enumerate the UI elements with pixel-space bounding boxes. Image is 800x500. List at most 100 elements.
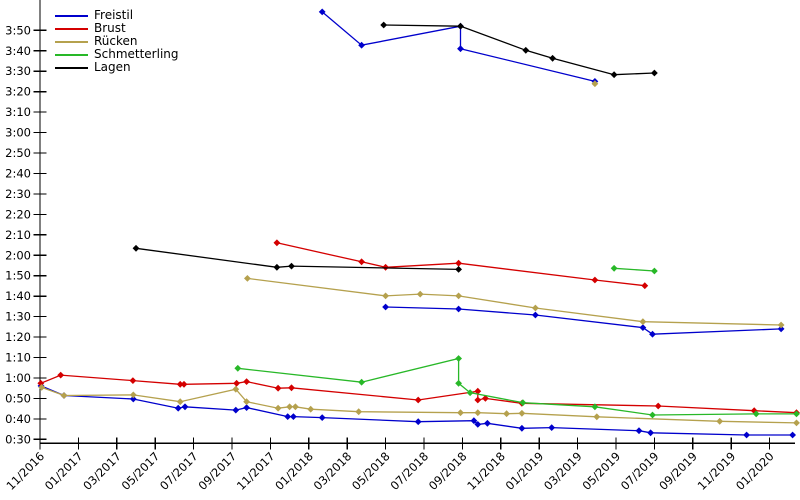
data-point-marker bbox=[292, 403, 299, 411]
data-point-marker bbox=[234, 364, 242, 372]
y-tick-label: 1:10 bbox=[5, 351, 31, 365]
x-tick-label: 01/2018 bbox=[272, 449, 316, 493]
data-point-marker bbox=[318, 8, 326, 16]
y-tick-label: 3:30 bbox=[5, 64, 31, 78]
x-ticks: 11/201601/201703/201705/201707/201709/20… bbox=[3, 437, 777, 493]
data-point-marker bbox=[519, 399, 527, 407]
data-point-marker bbox=[474, 387, 482, 395]
series-rücken bbox=[38, 80, 800, 427]
data-point-marker bbox=[382, 303, 389, 311]
y-tick-label: 1:00 bbox=[5, 371, 31, 385]
series-lagen bbox=[132, 21, 658, 273]
series-line bbox=[614, 267, 655, 272]
data-point-marker bbox=[654, 402, 662, 410]
y-tick-label: 3:40 bbox=[5, 44, 31, 58]
data-point-marker bbox=[793, 419, 800, 427]
data-point-marker bbox=[38, 384, 46, 391]
data-point-marker bbox=[288, 262, 295, 270]
series-line bbox=[40, 374, 797, 414]
data-point-marker bbox=[649, 330, 656, 338]
data-point-marker bbox=[503, 410, 510, 418]
axes bbox=[39, 0, 795, 444]
data-point-marker bbox=[610, 71, 618, 79]
data-point-marker bbox=[639, 318, 647, 326]
data-point-marker bbox=[647, 429, 654, 437]
data-point-marker bbox=[474, 409, 482, 417]
data-point-marker bbox=[129, 377, 137, 384]
legend-label: Rücken bbox=[94, 34, 138, 48]
data-point-marker bbox=[274, 404, 282, 412]
legend-item-schmetterling: Schmetterling bbox=[55, 48, 179, 61]
x-tick-label: 03/2019 bbox=[541, 449, 585, 493]
data-point-marker bbox=[484, 419, 491, 427]
data-point-marker bbox=[274, 384, 282, 392]
x-tick-label: 09/2017 bbox=[195, 449, 239, 493]
series-line bbox=[247, 277, 782, 326]
lagen-line-swatch bbox=[55, 66, 88, 69]
x-tick-label: 01/2017 bbox=[42, 449, 86, 493]
data-point-marker bbox=[793, 410, 800, 418]
data-point-marker bbox=[457, 45, 464, 53]
data-point-marker bbox=[244, 275, 251, 282]
x-tick-label: 07/2019 bbox=[618, 449, 662, 493]
data-point-marker bbox=[591, 276, 599, 284]
x-tick-label: 03/2018 bbox=[311, 449, 355, 493]
data-point-marker bbox=[482, 395, 489, 402]
data-point-marker bbox=[129, 395, 137, 403]
data-point-marker bbox=[290, 413, 297, 420]
data-point-marker bbox=[455, 355, 462, 362]
data-point-marker bbox=[548, 424, 556, 431]
data-point-marker bbox=[466, 389, 474, 397]
data-point-marker bbox=[355, 408, 363, 416]
data-point-marker bbox=[358, 258, 365, 266]
data-point-marker bbox=[474, 396, 482, 404]
data-point-marker bbox=[455, 379, 462, 387]
data-point-marker bbox=[777, 325, 785, 333]
x-tick-label: 05/2017 bbox=[119, 449, 163, 493]
data-point-marker bbox=[457, 22, 464, 30]
data-point-marker bbox=[273, 239, 281, 247]
data-point-marker bbox=[176, 380, 184, 388]
y-tick-label: 1:30 bbox=[5, 310, 31, 324]
x-tick-label: 11/2017 bbox=[234, 449, 278, 493]
data-point-marker bbox=[457, 409, 464, 417]
x-tick-label: 05/2019 bbox=[579, 449, 623, 493]
data-point-marker bbox=[60, 392, 68, 399]
data-point-marker bbox=[243, 378, 250, 385]
data-point-marker bbox=[455, 305, 462, 313]
data-point-marker bbox=[358, 378, 365, 386]
y-tick-label: 2:30 bbox=[5, 187, 31, 201]
legend-label: Lagen bbox=[94, 60, 131, 74]
data-point-marker bbox=[57, 371, 65, 379]
data-point-marker bbox=[455, 292, 462, 300]
data-point-marker bbox=[639, 324, 647, 331]
data-point-marker bbox=[532, 311, 539, 319]
data-point-marker bbox=[232, 406, 240, 414]
series-line bbox=[237, 357, 797, 416]
x-tick-label: 07/2017 bbox=[157, 449, 201, 493]
data-point-marker bbox=[635, 427, 643, 435]
series-line bbox=[41, 386, 797, 424]
data-point-marker bbox=[132, 244, 140, 252]
data-point-marker bbox=[651, 69, 658, 77]
y-tick-label: 1:40 bbox=[5, 289, 31, 303]
legend-label: Schmetterling bbox=[94, 47, 179, 61]
data-point-marker bbox=[518, 424, 526, 432]
series-line bbox=[383, 24, 655, 76]
chart-legend: Freistil Brust Rücken Schmetterling Lage… bbox=[55, 9, 179, 74]
x-tick-label: 09/2018 bbox=[426, 449, 470, 493]
legend-label: Freistil bbox=[94, 8, 134, 22]
data-point-marker bbox=[129, 391, 137, 399]
data-point-marker bbox=[414, 418, 422, 426]
series-brust bbox=[37, 239, 800, 417]
data-point-marker bbox=[474, 421, 482, 428]
data-point-marker bbox=[307, 405, 315, 413]
data-point-marker bbox=[522, 46, 530, 54]
data-point-marker bbox=[518, 409, 526, 417]
data-point-marker bbox=[286, 403, 293, 411]
ruecken-line-swatch bbox=[55, 40, 88, 43]
data-point-marker bbox=[273, 263, 281, 271]
data-point-marker bbox=[470, 417, 478, 425]
y-tick-label: 2:00 bbox=[5, 248, 31, 262]
